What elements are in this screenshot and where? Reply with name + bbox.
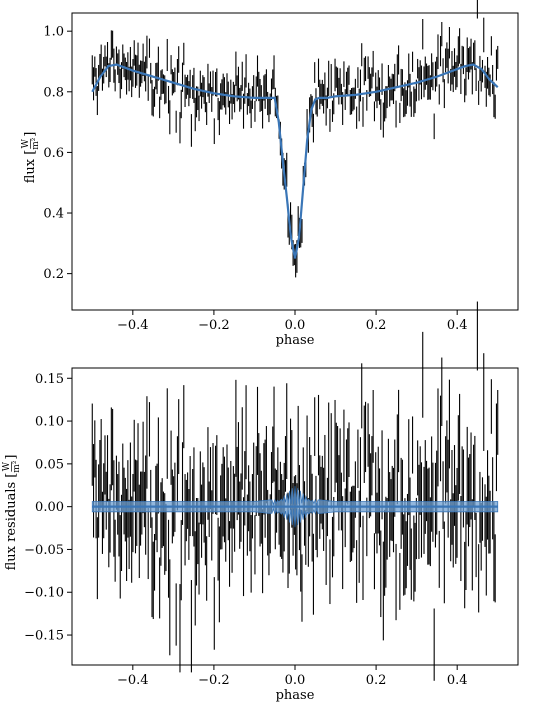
y-axis-label-text: flux residuals [ <box>4 473 19 571</box>
flux-data-series <box>91 0 499 278</box>
x-axis-label: phase <box>276 688 315 703</box>
x-tick-label: −0.4 <box>117 318 149 333</box>
x-tick-label: 0.0 <box>285 318 306 333</box>
y-tick-label: 0.4 <box>43 207 64 222</box>
x-tick-label: 0.2 <box>366 673 387 688</box>
y-axis-unit-denominator: m² <box>12 460 22 473</box>
y-tick-label: 0.6 <box>43 146 64 161</box>
y-tick-label: 0.2 <box>43 267 64 282</box>
y-axis-label-close: ] <box>23 132 38 137</box>
x-tick-label: 0.0 <box>285 673 306 688</box>
y-axis-label-close: ] <box>4 455 19 460</box>
residuals-panel: −0.4 −0.2 0.0 0.2 0.4 −0.15 −0.10 −0.05 0.00 0.05… <box>2 301 519 703</box>
axes-frame <box>71 12 519 311</box>
y-axis-unit-numerator: W <box>2 461 12 471</box>
x-axis-label: phase <box>276 333 315 348</box>
y-tick-label: 0.8 <box>43 85 64 100</box>
flux-panel: −0.4 −0.2 0.0 0.2 0.4 0.2 0.4 0.6 0.8 1.0 phase flu… <box>21 0 519 348</box>
x-tick-label: −0.4 <box>117 673 149 688</box>
x-tick-label: −0.2 <box>198 318 230 333</box>
x-tick-label: 0.4 <box>447 318 468 333</box>
y-tick-label: −0.05 <box>24 543 64 558</box>
y-tick-label: 1.0 <box>43 25 64 40</box>
y-axis-unit-numerator: W <box>21 138 31 148</box>
x-tick-label: −0.2 <box>198 673 230 688</box>
y-tick-label: 0.05 <box>35 457 64 472</box>
x-tick-label: 0.4 <box>447 673 468 688</box>
x-tick-label: 0.2 <box>366 318 387 333</box>
y-tick-label: 0.10 <box>35 415 64 430</box>
y-axis-label: flux [ W m²] <box>21 132 41 184</box>
y-tick-label: 0.00 <box>35 500 64 515</box>
y-tick-label: −0.10 <box>24 586 64 601</box>
y-axis-label: flux residuals [ W m²] <box>2 455 22 571</box>
y-tick-label: −0.15 <box>24 629 64 644</box>
model-line <box>91 63 499 259</box>
y-tick-label: 0.15 <box>35 372 64 387</box>
y-axis-label-text: flux [ <box>23 150 38 184</box>
y-axis-unit-denominator: m² <box>31 137 41 150</box>
